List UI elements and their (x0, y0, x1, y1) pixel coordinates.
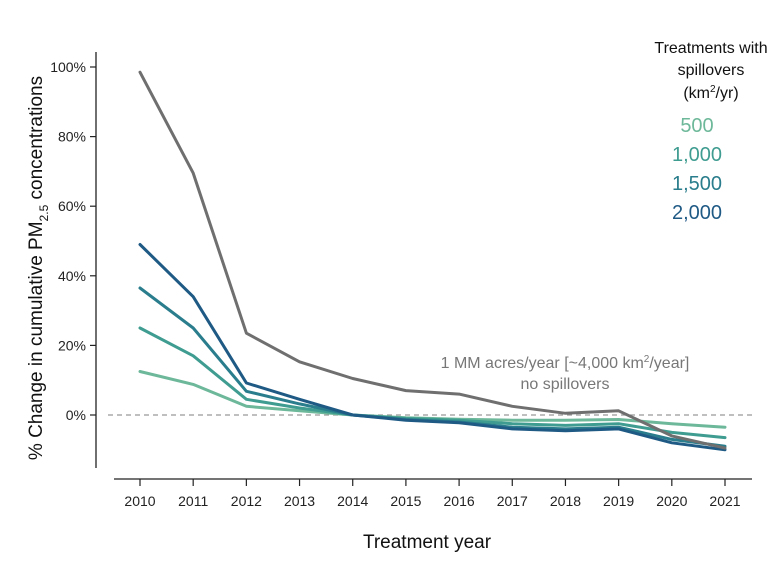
y-axis: 0% 20% 40% 60% 80% 100% (50, 52, 97, 468)
x-tick-label: 2015 (390, 493, 421, 509)
x-axis: 2010 2011 2012 2013 2014 2015 2016 2017 2018 2019… (114, 478, 752, 509)
x-tick-label: 2018 (550, 493, 581, 509)
x-tick-label: 2020 (656, 493, 687, 509)
legend-title-line2: spillovers (678, 62, 745, 79)
y-tick-label: 80% (58, 129, 86, 145)
x-tick-label: 2010 (124, 493, 155, 509)
legend-title-line3: (km2/yr) (683, 84, 738, 102)
x-tick-label: 2021 (709, 493, 740, 509)
annotation: 1 MM acres/year [~4,000 km2/year] no spi… (441, 354, 690, 393)
x-tick-label: 2014 (337, 493, 368, 509)
x-axis-label: Treatment year (363, 532, 492, 553)
annotation-line1: 1 MM acres/year [~4,000 km2/year] (441, 354, 690, 372)
y-tick-label: 100% (50, 59, 86, 75)
annotation-line2: no spillovers (521, 376, 610, 393)
series-line-2000 (138, 243, 727, 452)
series-line-no-spillovers (138, 70, 727, 450)
y-tick-label: 20% (58, 337, 86, 353)
y-tick-label: 40% (58, 268, 86, 284)
legend-entry: 2,000 (672, 202, 722, 224)
legend-entry: 1,000 (672, 144, 722, 166)
x-tick-label: 2016 (444, 493, 475, 509)
x-tick-label: 2011 (178, 493, 208, 509)
legend-entry: 1,500 (672, 173, 722, 195)
x-tick-label: 2017 (497, 493, 528, 509)
y-tick-label: 0% (66, 407, 86, 423)
legend: Treatments with spillovers (km2/yr) 500 1… (654, 40, 767, 224)
y-axis-label: % Change in cumulative PM2.5 concentrati… (26, 76, 51, 460)
legend-entry: 500 (680, 115, 713, 137)
legend-title-line1: Treatments with (654, 40, 767, 57)
x-tick-label: 2012 (231, 493, 262, 509)
x-tick-label: 2013 (284, 493, 315, 509)
series-group (138, 70, 727, 452)
y-tick-label: 60% (58, 198, 86, 214)
x-tick-label: 2019 (603, 493, 634, 509)
